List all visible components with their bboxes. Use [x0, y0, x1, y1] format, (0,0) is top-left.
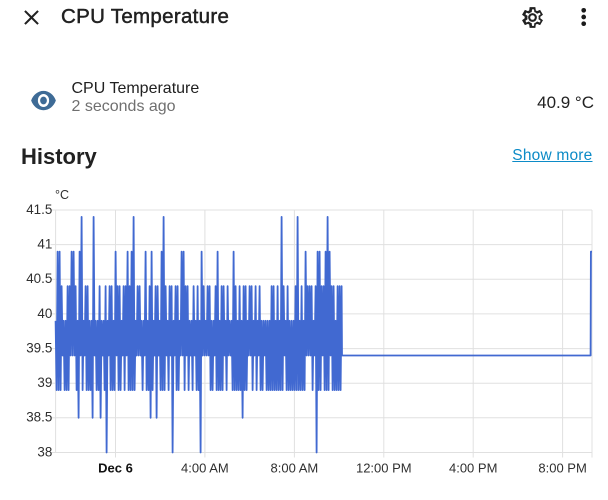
svg-text:39: 39	[37, 375, 52, 390]
svg-text:38.5: 38.5	[26, 410, 52, 425]
svg-text:°C: °C	[55, 188, 69, 202]
svg-text:41.5: 41.5	[26, 202, 52, 217]
svg-text:4:00 AM: 4:00 AM	[181, 460, 229, 475]
svg-text:4:00 PM: 4:00 PM	[449, 460, 497, 475]
svg-text:40: 40	[37, 306, 52, 321]
svg-text:Dec 6: Dec 6	[98, 460, 133, 475]
svg-text:8:00 AM: 8:00 AM	[271, 460, 319, 475]
svg-text:8:00 PM: 8:00 PM	[538, 460, 586, 475]
svg-text:12:00 PM: 12:00 PM	[356, 460, 412, 475]
svg-text:40.5: 40.5	[26, 271, 52, 286]
svg-text:41: 41	[37, 237, 52, 252]
svg-text:38: 38	[37, 444, 52, 459]
svg-text:39.5: 39.5	[26, 341, 52, 356]
